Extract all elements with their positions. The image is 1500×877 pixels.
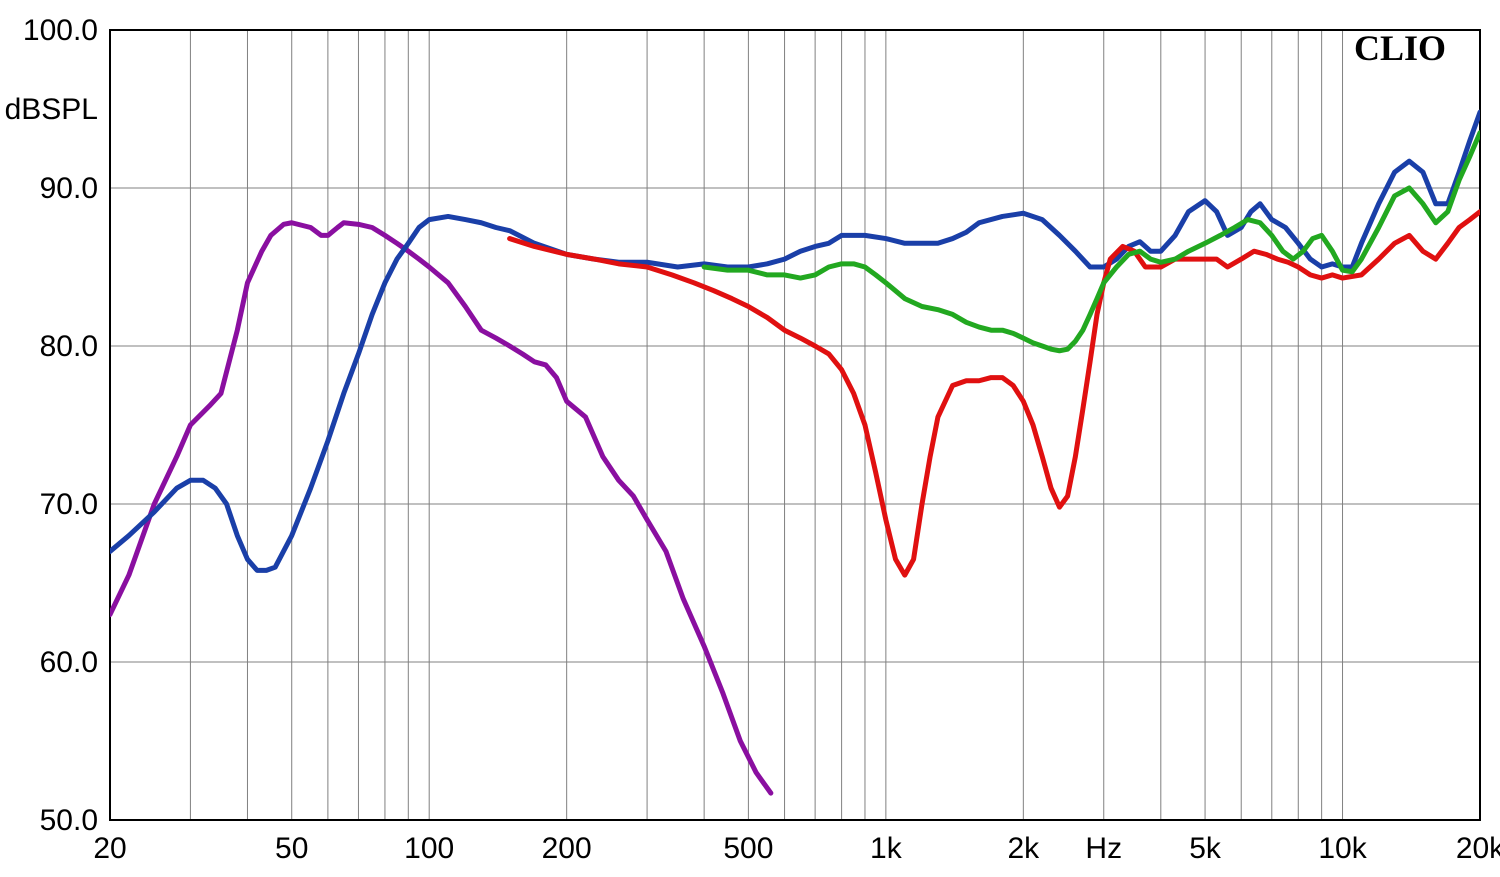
y-tick-label: 90.0: [40, 172, 98, 205]
x-axis-label: Hz: [1085, 832, 1122, 865]
y-tick-label: 70.0: [40, 488, 98, 521]
x-tick-label: 5k: [1189, 832, 1222, 865]
y-tick-label: 50.0: [40, 804, 98, 837]
clio-watermark: CLIO: [1354, 28, 1446, 68]
x-tick-label: 100: [404, 832, 454, 865]
x-tick-label: 2k: [1007, 832, 1040, 865]
y-tick-label: 60.0: [40, 646, 98, 679]
y-axis-label: dBSPL: [5, 93, 98, 126]
x-tick-label: 20: [93, 832, 126, 865]
x-tick-label: 50: [275, 832, 308, 865]
x-tick-label: 10k: [1318, 832, 1367, 865]
y-tick-label: 100.0: [23, 14, 98, 47]
y-tick-label: 80.0: [40, 330, 98, 363]
frequency-response-chart: 50.0 60.0 70.0 80.0 90.0 100.0 dBSPL 20 50 100 200…: [0, 0, 1500, 877]
x-tick-label: 200: [542, 832, 592, 865]
x-tick-label: 500: [723, 832, 773, 865]
x-tick-label: 1k: [870, 832, 903, 865]
x-tick-label: 20k: [1456, 832, 1500, 865]
